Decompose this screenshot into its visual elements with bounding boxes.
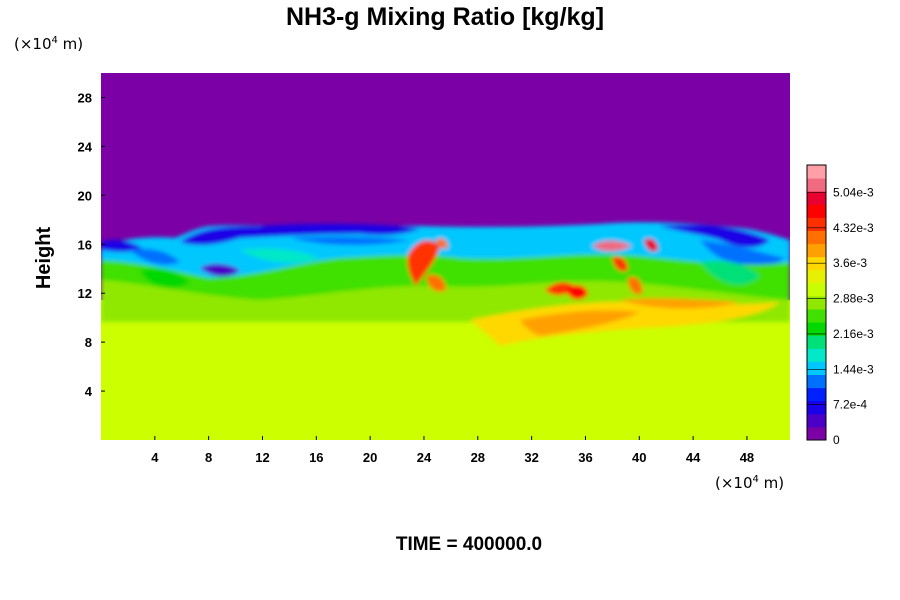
colorbar-segment	[807, 348, 826, 362]
colorbar-label: 2.16e-3	[833, 327, 874, 341]
x-tick-label: 32	[524, 450, 538, 465]
colorbar: 0 7.2e-4 1.44e-3 2.16e-3 2.88e-3 3.6e-3 4.32e-…	[806, 164, 874, 447]
x-tick-label: 44	[686, 450, 701, 465]
y-axis-unit: (×104 m)	[14, 35, 83, 53]
x-tick-label: 4	[151, 450, 159, 465]
colorbar-label: 0	[833, 433, 840, 447]
colorbar-label: 1.44e-3	[833, 362, 874, 376]
time-label: TIME = 400000.0	[396, 534, 542, 555]
y-tick-label: 12	[78, 286, 92, 301]
colorbar-segment	[807, 230, 826, 245]
x-tick-label: 24	[417, 450, 432, 465]
colorbar-segment	[807, 204, 826, 218]
x-tick-label: 28	[471, 450, 485, 465]
x-tick-label: 36	[578, 450, 592, 465]
colorbar-segment	[807, 413, 826, 428]
y-tick-label: 28	[78, 90, 92, 105]
heatmap-field	[101, 73, 790, 440]
colorbar-segment	[807, 217, 826, 231]
y-axis-label: Height	[33, 227, 55, 290]
colorbar-segment	[807, 178, 826, 192]
colorbar-segment	[807, 387, 826, 402]
colorbar-label: 3.6e-3	[833, 256, 867, 270]
colorbar-segment	[807, 282, 826, 297]
y-tick-label: 4	[85, 384, 93, 399]
y-tick-label: 8	[85, 335, 92, 350]
colorbar-segment	[807, 309, 826, 323]
colorbar-segment	[807, 269, 826, 284]
x-tick-label: 20	[363, 450, 377, 465]
x-tick-label: 12	[255, 450, 269, 465]
chart-title: NH3-g Mixing Ratio [kg/kg]	[286, 3, 604, 31]
colorbar-segment	[807, 295, 826, 310]
x-axis-ticks: 4 8 12 16 20 24 28 32 36 40 44 48	[151, 436, 754, 465]
y-axis-ticks: 4 8 12 16 20 24 28	[78, 90, 105, 399]
colorbar-segment	[807, 335, 826, 349]
x-tick-label: 40	[632, 450, 646, 465]
colorbar-segment	[807, 243, 826, 258]
colorbar-label: 4.32e-3	[833, 221, 874, 235]
colorbar-segment	[807, 191, 826, 205]
y-tick-label: 24	[78, 139, 93, 154]
colorbar-segment	[807, 426, 826, 441]
y-tick-label: 16	[78, 237, 92, 252]
x-tick-label: 48	[740, 450, 754, 465]
colorbar-segment	[807, 374, 826, 389]
colorbar-label: 2.88e-3	[833, 292, 874, 306]
x-tick-label: 8	[205, 450, 212, 465]
x-axis-unit: (×104 m)	[715, 474, 784, 492]
y-tick-label: 20	[78, 188, 92, 203]
colorbar-segment	[807, 400, 826, 415]
colorbar-label: 5.04e-3	[833, 186, 874, 200]
colorbar-label: 7.2e-4	[833, 398, 867, 412]
colorbar-segment	[807, 361, 826, 376]
colorbar-segment	[807, 165, 826, 179]
colorbar-segment	[807, 322, 826, 336]
x-tick-label: 16	[309, 450, 323, 465]
mixed-layer	[101, 222, 790, 346]
